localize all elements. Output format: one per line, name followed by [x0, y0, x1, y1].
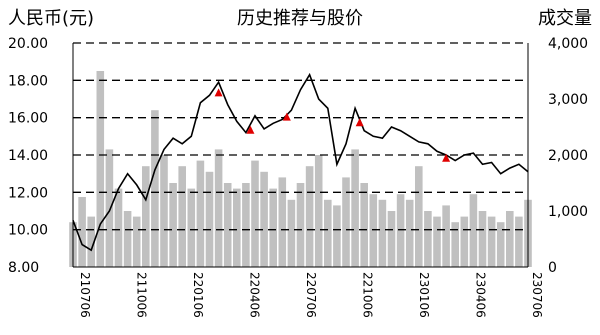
- volume-bar: [378, 199, 387, 267]
- recommend-marker: [442, 153, 451, 162]
- right-tick-label: 1,000: [548, 204, 588, 220]
- volume-bar: [96, 71, 105, 267]
- x-tick-label: 230106: [417, 272, 431, 318]
- right-axis-label: 成交量: [538, 8, 592, 29]
- x-tick-label: 230406: [474, 272, 488, 318]
- volume-bar: [205, 171, 214, 267]
- volume-bar: [351, 149, 359, 267]
- volume-bar: [296, 183, 305, 267]
- volume-bar: [233, 188, 241, 267]
- volume-bar: [87, 216, 95, 267]
- volume-bar: [487, 216, 496, 267]
- volume-bar: [515, 216, 523, 267]
- grid-lines: [73, 42, 528, 231]
- left-axis-label: 人民币(元): [8, 8, 94, 29]
- left-tick-label: 14.00: [8, 148, 48, 164]
- volume-bar: [342, 177, 350, 267]
- x-axis-ticks: 210706 211006 220106 220406 220706 221006 2301…: [78, 272, 544, 318]
- volume-bar: [369, 194, 378, 267]
- volume-bars: [69, 71, 532, 267]
- volume-bar: [142, 166, 150, 267]
- recommend-marker: [282, 112, 291, 121]
- x-tick-label: 211006: [135, 272, 149, 318]
- right-tick-label: 4,000: [548, 36, 588, 52]
- volume-bar: [305, 166, 314, 267]
- volume-bar: [506, 211, 514, 267]
- right-tick-label: 0: [548, 260, 557, 276]
- volume-bar: [442, 205, 450, 267]
- right-tick-label: 2,000: [548, 148, 588, 164]
- right-axis-ticks: 4,000 3,000 2,000 1,000 0: [548, 36, 588, 276]
- left-tick-label: 10.00: [8, 223, 48, 239]
- chart-title: 历史推荐与股价: [237, 8, 363, 29]
- volume-bar: [451, 222, 459, 267]
- volume-bar: [396, 194, 405, 267]
- recommend-markers: [214, 88, 451, 162]
- volume-bar: [132, 216, 141, 267]
- volume-bar: [196, 160, 205, 267]
- left-tick-label: 8.00: [8, 260, 39, 276]
- volume-bar: [415, 166, 423, 267]
- right-tick-label: 3,000: [548, 92, 588, 108]
- x-tick-label: 220706: [304, 272, 318, 318]
- volume-bar: [469, 194, 478, 267]
- volume-bar: [105, 149, 114, 267]
- x-tick-label: 220106: [191, 272, 205, 318]
- volume-bar: [214, 149, 223, 267]
- volume-bar: [114, 188, 123, 267]
- x-tick-label: 210706: [78, 272, 92, 318]
- volume-bar: [433, 216, 441, 267]
- volume-bar: [169, 183, 177, 267]
- x-tick-label: 220406: [248, 272, 262, 318]
- volume-bar: [460, 216, 469, 267]
- volume-bar: [496, 222, 505, 267]
- volume-bar: [178, 166, 186, 267]
- volume-bar: [360, 183, 368, 267]
- x-tick-label: 230706: [530, 272, 544, 318]
- volume-bar: [123, 211, 132, 267]
- x-tick-label: 221006: [361, 272, 375, 318]
- volume-bar: [324, 199, 332, 267]
- volume-bar: [387, 211, 396, 267]
- volume-bar: [223, 183, 232, 267]
- left-axis-ticks: 20.00 18.00 16.00 14.00 12.00 10.00 8.00: [8, 36, 48, 276]
- volume-bar: [251, 160, 259, 267]
- volume-bar: [287, 199, 296, 267]
- volume-bar: [405, 199, 414, 267]
- left-tick-label: 20.00: [8, 36, 48, 52]
- volume-bar: [269, 188, 277, 267]
- volume-bar: [187, 188, 196, 267]
- volume-bar: [78, 197, 86, 267]
- price-line: [72, 72, 529, 252]
- volume-bar: [333, 205, 341, 267]
- volume-bar: [151, 110, 159, 267]
- recommend-marker: [246, 125, 255, 134]
- volume-bar: [242, 183, 250, 267]
- volume-bar: [278, 177, 287, 267]
- volume-bar: [160, 155, 168, 267]
- volume-bar: [478, 211, 487, 267]
- left-tick-label: 16.00: [8, 111, 48, 127]
- volume-bar: [314, 155, 323, 267]
- volume-bar: [424, 211, 432, 267]
- recommend-marker: [355, 118, 364, 127]
- volume-bar: [260, 171, 268, 267]
- recommend-marker: [214, 88, 223, 97]
- left-tick-label: 12.00: [8, 185, 48, 201]
- left-tick-label: 18.00: [8, 73, 48, 89]
